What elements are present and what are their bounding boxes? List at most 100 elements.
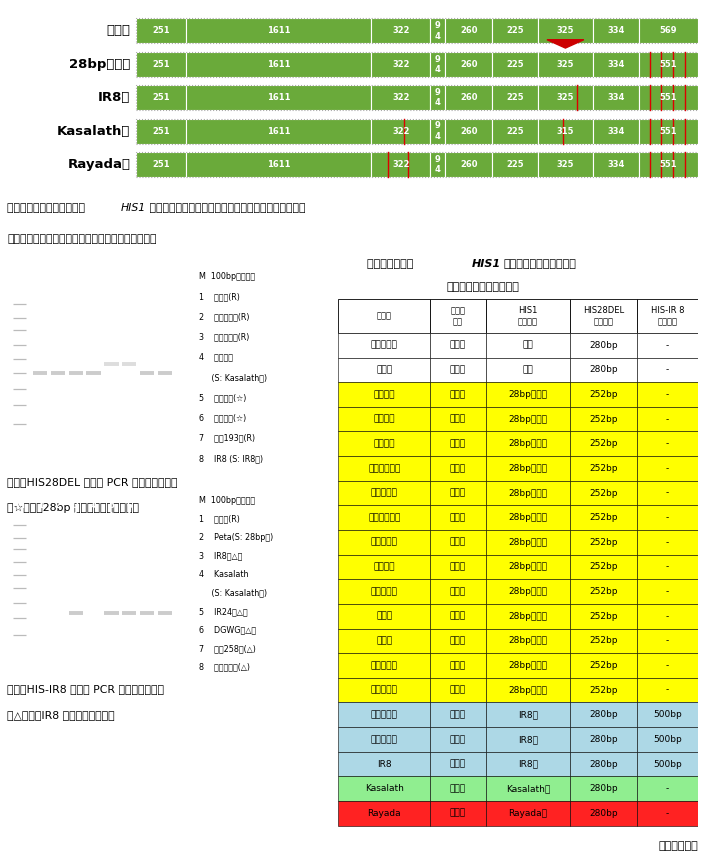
Text: 感受性: 感受性: [450, 809, 466, 818]
Text: 551: 551: [660, 60, 678, 69]
Bar: [538, 52, 593, 77]
Text: 251: 251: [152, 127, 170, 135]
Bar: [486, 382, 570, 406]
Bar: [430, 382, 486, 406]
Text: 28bp欠失型: 28bp欠失型: [508, 661, 548, 670]
Text: 260: 260: [460, 160, 477, 169]
Bar: [430, 299, 486, 333]
Text: 500bp: 500bp: [653, 759, 682, 769]
Bar: [593, 52, 639, 77]
Bar: [637, 677, 698, 702]
Text: 1: 1: [37, 278, 43, 287]
Text: 251: 251: [152, 160, 170, 169]
Text: 感受性: 感受性: [450, 735, 466, 744]
Text: ハバタキ: ハバタキ: [374, 390, 395, 399]
Text: （☆印は、28bp 欠失型の感受性品種）: （☆印は、28bp 欠失型の感受性品種）: [7, 502, 139, 513]
Bar: [538, 118, 593, 143]
Bar: [446, 52, 492, 77]
Text: 252bp: 252bp: [589, 587, 618, 596]
Text: 28bp欠失型: 28bp欠失型: [508, 587, 548, 596]
Text: IR8型: IR8型: [98, 91, 130, 104]
Text: HIS-IR 8
増幅産物: HIS-IR 8 増幅産物: [651, 306, 684, 326]
Bar: [338, 777, 430, 801]
Bar: [570, 628, 637, 653]
Text: 1611: 1611: [267, 127, 290, 135]
Text: 感受性: 感受性: [450, 759, 466, 769]
Bar: [430, 604, 486, 628]
Bar: [430, 579, 486, 604]
Text: 感受性: 感受性: [450, 439, 466, 448]
Text: 感受性: 感受性: [450, 538, 466, 547]
Bar: [486, 752, 570, 777]
Text: 7    北陸193号(R): 7 北陸193号(R): [199, 434, 255, 443]
Text: M: M: [15, 501, 24, 510]
Text: 280bp: 280bp: [589, 365, 618, 375]
Text: IR8: IR8: [377, 759, 391, 769]
Bar: [570, 555, 637, 579]
Text: 除草剤
反応: 除草剤 反応: [450, 306, 465, 326]
Text: 334: 334: [607, 93, 625, 102]
Bar: [570, 299, 637, 333]
Bar: [637, 299, 698, 333]
Text: 260: 260: [460, 93, 477, 102]
Text: 図２　HIS28DEL による PCR 産物の泳動結果: 図２ HIS28DEL による PCR 産物の泳動結果: [7, 476, 178, 487]
Bar: [570, 579, 637, 604]
Bar: [338, 727, 430, 752]
Text: 遺伝子の構造と感受性品種に確認された４つの変異型: 遺伝子の構造と感受性品種に確認された４つの変異型: [146, 204, 305, 213]
Bar: [372, 152, 430, 177]
Text: ☆: ☆: [124, 292, 134, 302]
Bar: [338, 801, 430, 826]
Text: 華麗舞: 華麗舞: [376, 612, 392, 620]
Text: -: -: [666, 341, 669, 350]
Bar: [430, 677, 486, 702]
Text: 5: 5: [109, 501, 114, 510]
Text: 252bp: 252bp: [589, 538, 618, 547]
Bar: [338, 628, 430, 653]
Bar: [570, 406, 637, 432]
Text: HIS28DEL
増幅産物: HIS28DEL 増幅産物: [583, 306, 624, 326]
Text: 4: 4: [90, 501, 97, 510]
Text: 322: 322: [392, 60, 410, 69]
Text: 225: 225: [506, 93, 524, 102]
Text: 322: 322: [392, 160, 410, 169]
Bar: [570, 357, 637, 382]
Text: 225: 225: [506, 127, 524, 135]
Text: 252bp: 252bp: [589, 612, 618, 620]
Text: 感受性: 感受性: [450, 513, 466, 522]
Text: Rayada型: Rayada型: [68, 158, 130, 171]
Text: -: -: [666, 390, 669, 399]
Bar: [486, 299, 570, 333]
Text: （赤の三角は欠失変異、赤線は１塩基置換を示す）: （赤の三角は欠失変異、赤線は１塩基置換を示す）: [7, 234, 157, 244]
Bar: [570, 382, 637, 406]
Text: 感受性: 感受性: [450, 414, 466, 424]
Bar: [446, 118, 492, 143]
Text: 9
4: 9 4: [435, 22, 441, 41]
Text: による増幅産物の断片長: による増幅産物の断片長: [446, 282, 519, 292]
Text: 感受性: 感受性: [450, 464, 466, 473]
Text: 28bp欠失型: 28bp欠失型: [508, 612, 548, 620]
Text: 28bp欠失型: 28bp欠失型: [508, 685, 548, 695]
Bar: [430, 152, 446, 177]
Bar: [593, 85, 639, 110]
Text: 252bp: 252bp: [589, 513, 618, 522]
Text: 28bp欠失型: 28bp欠失型: [508, 390, 548, 399]
Bar: [136, 118, 186, 143]
Text: 感受性: 感受性: [450, 710, 466, 719]
Text: 251: 251: [152, 93, 170, 102]
Text: 500bp: 500bp: [653, 735, 682, 744]
Text: 6    タカナリ(☆): 6 タカナリ(☆): [199, 413, 246, 423]
Text: 280bp: 280bp: [589, 784, 618, 793]
Text: 280bp: 280bp: [589, 759, 618, 769]
Text: 334: 334: [607, 127, 625, 135]
Text: (S: Kasalath型): (S: Kasalath型): [199, 373, 266, 382]
Bar: [570, 777, 637, 801]
Text: 9
4: 9 4: [435, 88, 441, 107]
Bar: [136, 52, 698, 77]
Bar: [430, 481, 486, 506]
Bar: [430, 777, 486, 801]
Text: 252bp: 252bp: [589, 636, 618, 646]
Bar: [637, 382, 698, 406]
Text: 322: 322: [392, 27, 410, 35]
Text: 325: 325: [557, 60, 574, 69]
Text: ルリアオバ: ルリアオバ: [371, 710, 398, 719]
